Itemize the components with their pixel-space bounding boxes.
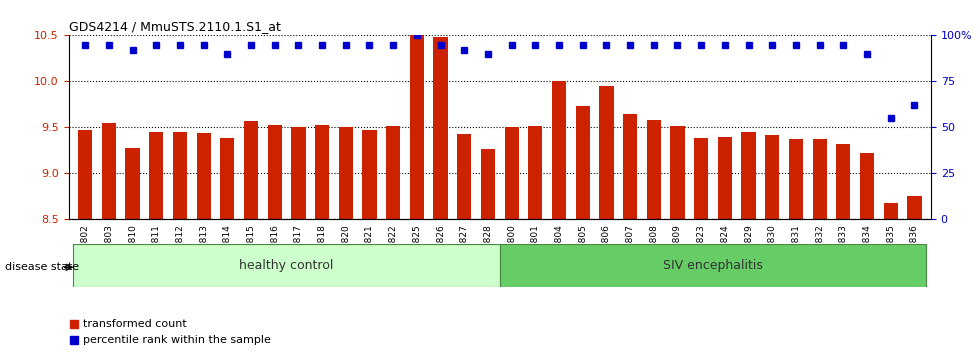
Bar — [78, 130, 92, 219]
Bar — [765, 135, 779, 219]
Bar — [717, 137, 732, 219]
Bar — [694, 138, 709, 219]
Bar — [812, 139, 827, 219]
Bar — [600, 86, 613, 219]
Bar — [386, 126, 400, 219]
Text: percentile rank within the sample: percentile rank within the sample — [83, 335, 271, 345]
Bar — [268, 125, 282, 219]
Bar — [315, 125, 329, 219]
Bar — [149, 132, 164, 219]
Bar — [291, 127, 306, 219]
Bar — [836, 144, 851, 219]
Bar — [505, 127, 518, 219]
Bar — [670, 126, 685, 219]
Bar — [363, 130, 376, 219]
Bar — [74, 244, 500, 287]
Text: GDS4214 / MmuSTS.2110.1.S1_at: GDS4214 / MmuSTS.2110.1.S1_at — [69, 20, 280, 33]
Text: disease state: disease state — [5, 262, 79, 272]
Bar — [623, 114, 637, 219]
Bar — [789, 139, 803, 219]
Bar — [575, 106, 590, 219]
Bar — [102, 123, 116, 219]
Bar — [433, 37, 448, 219]
Bar — [220, 138, 234, 219]
Bar — [859, 153, 874, 219]
Bar — [339, 127, 353, 219]
Bar — [457, 134, 471, 219]
Bar — [647, 120, 661, 219]
Text: healthy control: healthy control — [239, 259, 334, 272]
Bar — [742, 132, 756, 219]
Bar — [528, 126, 543, 219]
Bar — [481, 149, 495, 219]
Bar — [884, 203, 898, 219]
Bar — [552, 81, 566, 219]
Bar — [244, 121, 258, 219]
Bar — [172, 132, 187, 219]
Bar — [907, 196, 921, 219]
Bar — [197, 133, 211, 219]
Bar — [500, 244, 926, 287]
Text: transformed count: transformed count — [83, 319, 187, 329]
Bar — [410, 0, 424, 219]
Bar — [125, 148, 140, 219]
Text: SIV encephalitis: SIV encephalitis — [663, 259, 763, 272]
